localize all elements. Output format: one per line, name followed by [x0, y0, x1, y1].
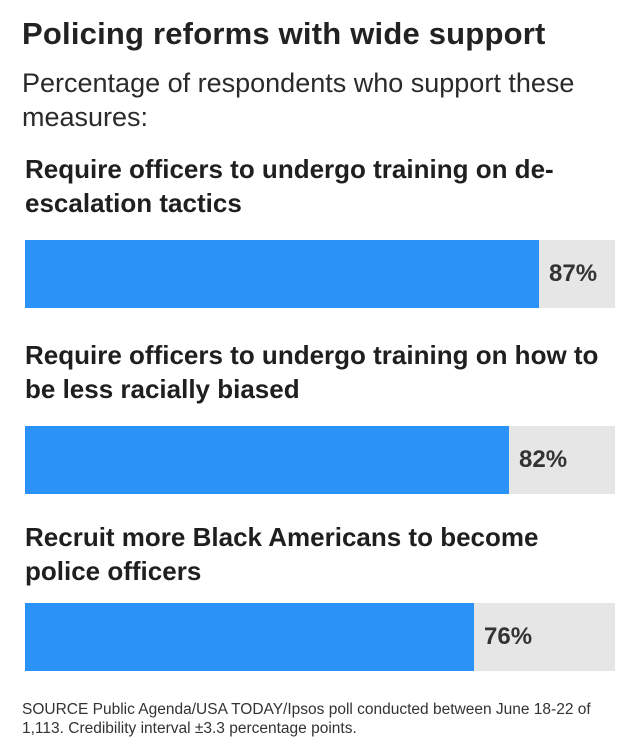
chart-subtitle: Percentage of respondents who support th…	[22, 68, 575, 132]
chart-title: Policing reforms with wide support	[22, 16, 546, 51]
bar-track-recruit: 76%	[25, 603, 615, 671]
bar-label-recruit: Recruit more Black Americans to become p…	[25, 522, 539, 586]
bar-racial-bias	[25, 426, 509, 494]
bar-label-racial-bias: Require officers to undergo training on …	[25, 340, 599, 404]
source-note: SOURCE Public Agenda/USA TODAY/Ipsos pol…	[22, 701, 591, 737]
bar-deescalation	[25, 240, 539, 308]
bar-recruit	[25, 603, 474, 671]
bar-value-racial-bias: 82%	[519, 446, 568, 473]
bar-value-deescalation: 87%	[549, 260, 598, 287]
bar-track-deescalation: 87%	[25, 240, 615, 308]
bar-label-deescalation: Require officers to undergo training on …	[25, 154, 554, 218]
bar-track-racial-bias: 82%	[25, 426, 615, 494]
bar-value-recruit: 76%	[484, 623, 533, 650]
